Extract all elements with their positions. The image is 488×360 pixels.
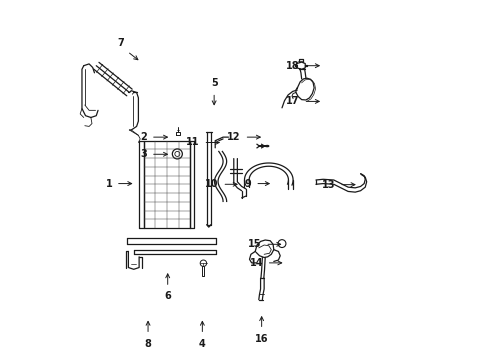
- Text: 16: 16: [254, 334, 268, 343]
- Bar: [143, 141, 190, 228]
- Text: 13: 13: [322, 180, 335, 190]
- Text: 9: 9: [244, 179, 251, 189]
- Text: 1: 1: [105, 179, 112, 189]
- Text: 6: 6: [164, 292, 171, 301]
- Text: 10: 10: [205, 179, 218, 189]
- Text: 5: 5: [210, 78, 217, 88]
- Text: 12: 12: [227, 132, 241, 142]
- Text: 18: 18: [285, 61, 299, 71]
- Text: 8: 8: [144, 339, 151, 348]
- Text: 14: 14: [249, 258, 263, 268]
- Text: 7: 7: [118, 38, 124, 48]
- Text: 15: 15: [247, 239, 261, 249]
- Text: 2: 2: [140, 132, 147, 142]
- Text: 11: 11: [186, 138, 200, 148]
- Text: 4: 4: [199, 339, 205, 348]
- Text: 17: 17: [286, 96, 299, 107]
- Text: 3: 3: [140, 149, 147, 159]
